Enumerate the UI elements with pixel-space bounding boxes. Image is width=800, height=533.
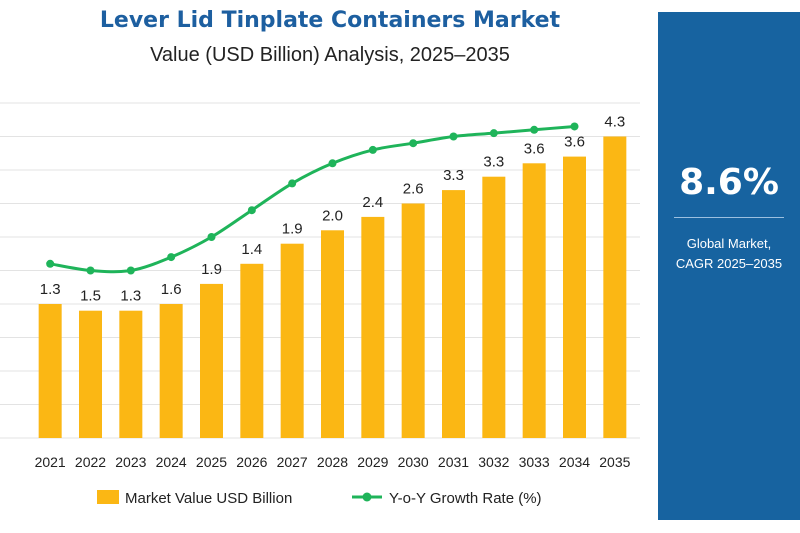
bar-value-label-3033: 3.6 — [524, 140, 545, 157]
bar-value-label-2034: 3.6 — [564, 134, 585, 151]
growth-point-2034 — [570, 122, 579, 131]
legend-bar-swatch — [97, 490, 119, 504]
x-tick-2028: 2028 — [317, 454, 348, 470]
bar-value-label-2035: 4.3 — [604, 114, 625, 131]
bar-2024 — [159, 304, 183, 438]
growth-point-3032 — [489, 129, 498, 138]
bar-2025 — [200, 283, 223, 438]
bar-2027 — [280, 243, 304, 438]
cagr-caption-line-1: Global Market, — [686, 236, 772, 251]
bar-2031 — [442, 190, 465, 438]
bar-value-label-2031: 3.3 — [443, 167, 464, 184]
bar-2030 — [401, 203, 425, 438]
bar-value-label-2022: 1.5 — [80, 288, 101, 305]
cagr-caption: Global Market, CAGR 2025–2035 — [664, 234, 794, 274]
x-tick-2026: 2026 — [236, 454, 267, 470]
cagr-caption-line-2: CAGR 2025–2035 — [675, 256, 783, 271]
growth-point-2024 — [167, 253, 176, 262]
bar-series — [38, 136, 627, 439]
x-tick-2030: 2030 — [398, 454, 429, 470]
data-labels: 1.3 1.5 1.3 1.6 1.9 1.4 1.9 2.0 2.4 2.6 3.3 3.3 3.6 3… — [40, 114, 626, 305]
bar-value-label-2028: 2.0 — [322, 207, 343, 224]
bar-value-label-2030: 2.6 — [403, 181, 424, 198]
x-tick-2021: 2021 — [35, 454, 66, 470]
growth-line-series — [46, 122, 579, 275]
bar-2026 — [240, 263, 264, 438]
growth-point-2021 — [46, 259, 55, 268]
chart-subtitle: Value (USD Billion) Analysis, 2025–2035 — [150, 44, 510, 66]
x-axis-ticks: 2021 2022 2023 2024 2025 2026 2027 2028 2029 2030… — [35, 454, 631, 470]
bar-2028 — [321, 230, 344, 438]
bar-3033 — [522, 163, 546, 439]
bar-2021 — [38, 304, 62, 438]
panel-divider — [674, 217, 784, 218]
bar-value-label-2024: 1.6 — [161, 281, 182, 298]
bar-2022 — [79, 310, 102, 438]
growth-point-2025 — [207, 233, 216, 241]
growth-point-2026 — [247, 206, 256, 215]
growth-point-3033 — [530, 125, 539, 134]
bar-value-label-2026: 1.4 — [241, 241, 262, 258]
x-tick-3032: 3032 — [478, 454, 509, 470]
bar-value-label-3032: 3.3 — [483, 154, 504, 171]
x-tick-3033: 3033 — [519, 454, 550, 470]
bar-2023 — [119, 310, 143, 438]
growth-point-2022 — [86, 266, 95, 275]
legend-line-label: Y-o-Y Growth Rate (%) — [389, 490, 542, 507]
growth-point-2031 — [449, 132, 458, 141]
growth-point-2027 — [288, 179, 297, 188]
bar-value-label-2023: 1.3 — [120, 288, 141, 305]
x-tick-2029: 2029 — [357, 454, 388, 470]
bar-value-label-2027: 1.9 — [282, 221, 303, 238]
growth-point-2030 — [409, 139, 418, 148]
legend-line-marker — [362, 492, 372, 502]
x-tick-2035: 2035 — [599, 454, 630, 470]
x-tick-2022: 2022 — [75, 454, 106, 470]
cagr-value: 8.6% — [679, 162, 779, 203]
legend: Market Value USD Billion Y-o-Y Growth Ra… — [97, 490, 542, 507]
chart-area: 1.3 1.5 1.3 1.6 1.9 1.4 1.9 2.0 2.4 2.6 3.3 3.3 3.6 3… — [0, 102, 640, 507]
bar-2029 — [361, 216, 385, 438]
x-tick-2031: 2031 — [438, 454, 469, 470]
bar-value-label-2025: 1.9 — [201, 261, 222, 278]
bar-2035 — [603, 136, 627, 438]
cagr-panel: 8.6% Global Market, CAGR 2025–2035 — [658, 12, 800, 520]
legend-bar-label: Market Value USD Billion — [125, 490, 292, 507]
x-tick-2034: 2034 — [559, 454, 590, 470]
bar-value-label-2021: 1.3 — [40, 281, 61, 298]
growth-point-2029 — [368, 145, 377, 154]
chart-title: Lever Lid Tinplate Containers Market — [99, 8, 561, 33]
bar-2034 — [563, 156, 586, 438]
growth-point-2023 — [126, 266, 135, 275]
x-tick-2027: 2027 — [277, 454, 308, 470]
bar-value-label-2029: 2.4 — [362, 194, 383, 211]
x-tick-2023: 2023 — [115, 454, 146, 470]
bar-3032 — [482, 176, 506, 438]
growth-point-2028 — [328, 159, 337, 168]
x-tick-2025: 2025 — [196, 454, 227, 470]
x-tick-2024: 2024 — [156, 454, 187, 470]
